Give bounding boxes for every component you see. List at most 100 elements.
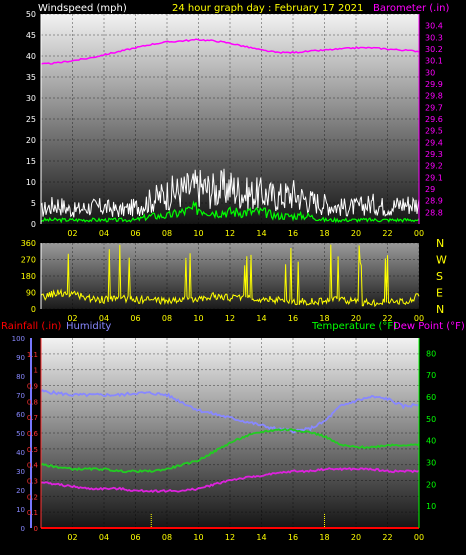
x-tick-label: 20 — [351, 314, 361, 323]
temperature-y-tick-label: 20 — [426, 480, 436, 489]
direction-y-tick-label: 360 — [21, 239, 36, 248]
rainfall-y-tick-label: 0.8 — [27, 398, 38, 406]
graph-title: 24 hour graph day : February 17 2021 — [172, 3, 363, 14]
barometer-series-line — [40, 38, 420, 65]
x-tick-label: 04 — [99, 229, 109, 238]
x-tick-label: 04 — [99, 533, 109, 542]
wind-direction-series-line — [40, 244, 420, 308]
temperature-y-tick-label: 50 — [426, 415, 436, 424]
barometer-y-tick-label: 29.1 — [425, 173, 443, 182]
x-tick-label: 22 — [382, 314, 392, 323]
dew-point-label: Dew Point (°F) — [393, 321, 465, 332]
direction-plot-area — [41, 243, 419, 309]
windspeed-label: Windspeed (mph) — [38, 3, 127, 14]
barometer-y-tick-label: 28.9 — [425, 197, 443, 206]
x-tick-label: 18 — [319, 314, 329, 323]
barometer-y-tick-label: 29.4 — [425, 138, 443, 147]
x-tick-label: 08 — [162, 314, 172, 323]
x-tick-label: 16 — [288, 314, 298, 323]
wind-y-tick-label: 15 — [26, 157, 36, 166]
wind-y-tick-label: 40 — [26, 52, 36, 61]
temperature-y-tick-label: 30 — [426, 458, 436, 467]
x-tick-label: 10 — [193, 229, 203, 238]
x-tick-label: 14 — [256, 533, 266, 542]
temperature-y-tick-label: 40 — [426, 437, 436, 446]
barometer-y-tick-label: 30.3 — [425, 33, 443, 42]
rainfall-y-tick-label: 0.4 — [27, 462, 39, 470]
x-tick-label: 08 — [162, 229, 172, 238]
x-tick-label: 06 — [130, 314, 140, 323]
wind-y-tick-label: 10 — [26, 178, 36, 187]
temperature-y-tick-label: 10 — [426, 502, 436, 511]
temperature-y-tick-label: 60 — [426, 393, 436, 402]
x-tick-label: 12 — [225, 229, 235, 238]
x-tick-label: 02 — [67, 229, 77, 238]
barometer-y-tick-label: 28.8 — [425, 208, 443, 217]
humidity-label: Humidity — [66, 321, 111, 332]
wind-y-tick-label: 0 — [31, 220, 36, 229]
x-tick-label: 20 — [351, 229, 361, 238]
wind-y-tick-label: 20 — [26, 136, 36, 145]
wind-y-tick-label: 5 — [31, 199, 36, 208]
barometer-y-tick-label: 29.3 — [425, 150, 443, 159]
humidity-y-tick-label: 0 — [21, 525, 25, 533]
x-tick-label: 08 — [162, 533, 172, 542]
direction-y-tick-label: 90 — [26, 289, 36, 298]
compass-direction-label: N — [436, 303, 444, 316]
x-tick-label: 14 — [256, 314, 266, 323]
wind-y-tick-label: 35 — [26, 73, 36, 82]
wind-y-tick-label: 30 — [26, 94, 36, 103]
x-tick-label: 18 — [319, 229, 329, 238]
barometer-y-tick-label: 30.2 — [425, 45, 443, 54]
compass-direction-label: W — [436, 254, 447, 267]
barometer-y-tick-label: 29.5 — [425, 127, 443, 136]
rainfall-y-tick-label: 0.6 — [27, 430, 39, 438]
barometer-y-tick-label: 29 — [425, 185, 435, 194]
temp-plot-area — [41, 338, 419, 528]
rainfall-label: Rainfall (.in) — [1, 321, 62, 332]
x-tick-label: 16 — [288, 533, 298, 542]
humidity-y-tick-label: 20 — [16, 487, 25, 495]
x-tick-label: 12 — [225, 533, 235, 542]
barometer-y-tick-label: 29.8 — [425, 92, 443, 101]
x-tick-label: 00 — [414, 314, 424, 323]
temperature-series-line — [40, 428, 420, 474]
x-tick-label: 22 — [382, 229, 392, 238]
barometer-y-tick-label: 29.6 — [425, 115, 443, 124]
barometer-y-tick-label: 29.9 — [425, 80, 443, 89]
x-tick-label: 10 — [193, 533, 203, 542]
wind-y-tick-label: 45 — [26, 31, 36, 40]
temperature-y-tick-label: 80 — [426, 349, 436, 358]
x-tick-label: 06 — [130, 229, 140, 238]
compass-direction-label: S — [436, 270, 443, 283]
wind-y-tick-label: 25 — [26, 115, 36, 124]
average-wind-series-line — [40, 200, 420, 224]
x-tick-label: 18 — [319, 533, 329, 542]
x-tick-label: 02 — [67, 533, 77, 542]
x-tick-label: 22 — [382, 533, 392, 542]
humidity-series-line — [40, 389, 419, 434]
x-tick-label: 10 — [193, 314, 203, 323]
compass-direction-label: N — [436, 237, 444, 250]
x-tick-label: 00 — [414, 229, 424, 238]
barometer-y-tick-label: 30.1 — [425, 57, 443, 66]
wind-y-tick-label: 50 — [26, 10, 36, 19]
humidity-y-tick-label: 70 — [16, 392, 25, 400]
x-tick-label: 16 — [288, 229, 298, 238]
humidity-y-tick-label: 50 — [16, 430, 25, 438]
x-tick-label: 04 — [99, 314, 109, 323]
rainfall-y-tick-label: 0.9 — [27, 383, 38, 391]
dew-point-series-line — [40, 467, 420, 493]
humidity-y-tick-label: 40 — [16, 449, 25, 457]
temperature-label: Temperature (°F) — [311, 321, 397, 332]
gust-series-line — [40, 168, 420, 218]
rainfall-y-tick-label: 0.5 — [27, 446, 38, 454]
humidity-y-tick-label: 100 — [12, 335, 25, 343]
x-tick-label: 00 — [414, 533, 424, 542]
humidity-y-tick-label: 80 — [16, 373, 25, 381]
humidity-y-tick-label: 60 — [16, 411, 25, 419]
x-tick-label: 02 — [67, 314, 77, 323]
barometer-y-tick-label: 30 — [425, 68, 435, 77]
humidity-y-tick-label: 90 — [16, 354, 25, 362]
